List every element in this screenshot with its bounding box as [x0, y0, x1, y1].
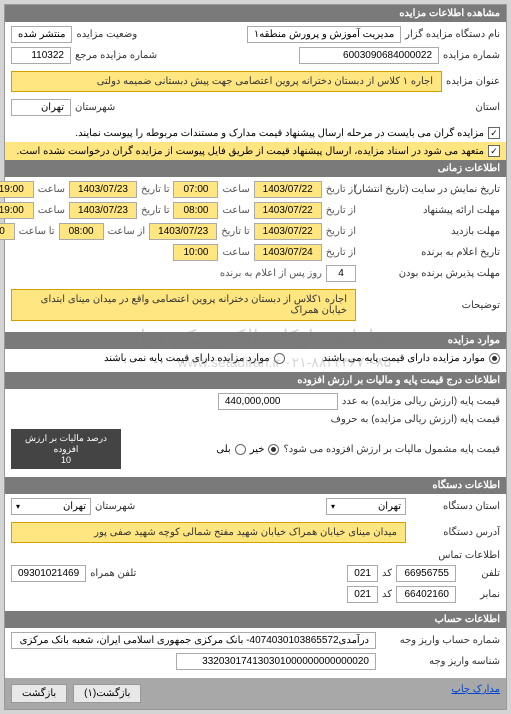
note2-checkbox[interactable]: ✓: [488, 145, 500, 157]
baseprice-num-label: قیمت پایه (ارزش ریالی مزایده) به عدد: [342, 396, 500, 407]
phone-label: تلفن: [460, 568, 500, 579]
from-date-lbl: از تاریخ: [326, 184, 356, 195]
proposal-label: مهلت ارائه پیشنهاد: [360, 205, 500, 216]
province-label: استان: [475, 102, 500, 113]
note1-text: مزایده گران می بایست در مرحله ارسال پیشن…: [75, 128, 484, 139]
note1-checkbox[interactable]: ✓: [488, 127, 500, 139]
visit-to: 1403/07/23: [149, 223, 217, 240]
vat-yes-radio[interactable]: [235, 444, 246, 455]
hour-lbl-2: ساعت: [38, 184, 65, 195]
return-button[interactable]: بازگشت: [11, 684, 67, 703]
org-name-value: مدیریت آموزش و پرورش منطقه۱: [247, 26, 401, 43]
announce-label: تاریخ اعلام به برنده: [360, 247, 500, 258]
display-from: 1403/07/22: [254, 181, 322, 198]
visit-from-time: 08:00: [59, 223, 104, 240]
org-header: اطلاعات دستگاه: [5, 477, 506, 494]
proposal-to-time: 19:00: [0, 202, 34, 219]
title-value: اجاره ۱ کلاس از دبستان دخترانه پروین اعت…: [11, 71, 442, 92]
back-button[interactable]: بازگشت(۱): [73, 684, 141, 703]
code-value: 021: [347, 565, 378, 582]
ref-num-label: شماره مزایده مرجع: [75, 50, 157, 61]
org-province-select[interactable]: تهران: [326, 498, 406, 515]
auction-num-value: 6003090684000022: [299, 47, 439, 64]
city-label: شهرستان: [75, 102, 115, 113]
org-city-label: شهرستان: [95, 501, 135, 512]
vat-label: قیمت پایه مشمول مالیات بر ارزش افزوده می…: [283, 444, 500, 455]
org-address-value: میدان مینای خیابان همراک خیابان شهید مفت…: [11, 522, 406, 543]
no-base-label: موارد مزایده دارای قیمت پایه نمی باشند: [104, 353, 270, 364]
announce-date: 1403/07/24: [254, 244, 322, 261]
ref-num-value: 110322: [11, 47, 71, 64]
accid-label: شناسه واریز وجه: [380, 656, 500, 667]
visit-from: 1403/07/22: [254, 223, 322, 240]
proposal-from: 1403/07/22: [254, 202, 322, 219]
fax-label: نمابر: [460, 589, 500, 600]
print-link[interactable]: مدارک چاپ: [451, 684, 500, 703]
desc-label: توضیحات: [360, 300, 500, 311]
org-province-label: استان دستگاه: [410, 501, 500, 512]
contact-label: اطلاعات تماس: [438, 550, 500, 561]
baseprice-text-label: قیمت پایه (ارزش ریالی مزایده) به حروف: [331, 414, 500, 425]
display-label: تاریخ نمایش در سایت (تاریخ انتشار): [360, 184, 500, 195]
auction-num-label: شماره مزایده: [443, 50, 500, 61]
main-header: مشاهده اطلاعات مزایده: [5, 5, 506, 22]
hour-lbl-1: ساعت: [222, 184, 249, 195]
accnum-value: درآمدی4074030103865572- بانک مرکزی جمهور…: [11, 632, 376, 649]
mobile-label: تلفن همراه: [90, 568, 136, 579]
vat-pct-box: درصد مالیات بر ارزش افزوده 10: [11, 429, 121, 469]
city-value: تهران: [11, 99, 71, 116]
items-header: موارد مزایده: [5, 332, 506, 349]
mobile-value: 09301021469: [11, 565, 86, 582]
announce-time: 10:00: [173, 244, 218, 261]
has-base-label: موارد مزایده دارای قیمت پایه می باشند: [323, 353, 485, 364]
display-to-time: 19:00: [0, 181, 34, 198]
vat-no-label: خیر: [250, 444, 265, 455]
to-date-lbl: تا تاریخ: [141, 184, 170, 195]
baseprice-num-value: 440,000,000: [218, 393, 338, 410]
phone-value: 66956755: [396, 565, 456, 582]
desc-value: اجاره ۱کلاس از دبستان دخترانه پروین اعتص…: [11, 289, 356, 321]
org-address-label: آدرس دستگاه: [410, 527, 500, 538]
status-label: وضعیت مزایده: [76, 29, 137, 40]
proposal-from-time: 08:00: [173, 202, 218, 219]
org-city-select[interactable]: تهران: [11, 498, 91, 515]
display-to: 1403/07/23: [69, 181, 137, 198]
accept-label: مهلت پذیرش برنده بودن: [360, 268, 500, 279]
accept-suffix: روز پس از اعلام به برنده: [220, 268, 322, 279]
display-from-time: 07:00: [173, 181, 218, 198]
note2-text: متعهد می شود در اسناد مزایده، ارسال پیشن…: [17, 146, 484, 157]
visit-label: مهلت بازدید: [360, 226, 500, 237]
visit-to-time: 12:00: [0, 223, 15, 240]
account-header: اطلاعات حساب: [5, 611, 506, 628]
pricing-header: اطلاعات درج قیمت پایه و مالیات بر ارزش ا…: [5, 372, 506, 389]
proposal-to: 1403/07/23: [69, 202, 137, 219]
timing-header: اطلاعات زمانی: [5, 160, 506, 177]
org-name-label: نام دستگاه مزایده گزار: [405, 29, 500, 40]
has-base-radio[interactable]: [489, 353, 500, 364]
accid-value: 332030174130301000000000000020: [176, 653, 376, 670]
vat-yes-label: بلی: [216, 444, 230, 455]
no-base-radio[interactable]: [274, 353, 285, 364]
accept-days: 4: [326, 265, 356, 282]
fax-value: 66402160: [396, 586, 456, 603]
code-label: کد: [382, 568, 392, 579]
fax-code-value: 021: [347, 586, 378, 603]
accnum-label: شماره حساب واریز وجه: [380, 635, 500, 646]
status-value: منتشر شده: [11, 26, 72, 43]
vat-no-radio[interactable]: [268, 444, 279, 455]
title-label: عنوان مزایده: [446, 76, 500, 87]
